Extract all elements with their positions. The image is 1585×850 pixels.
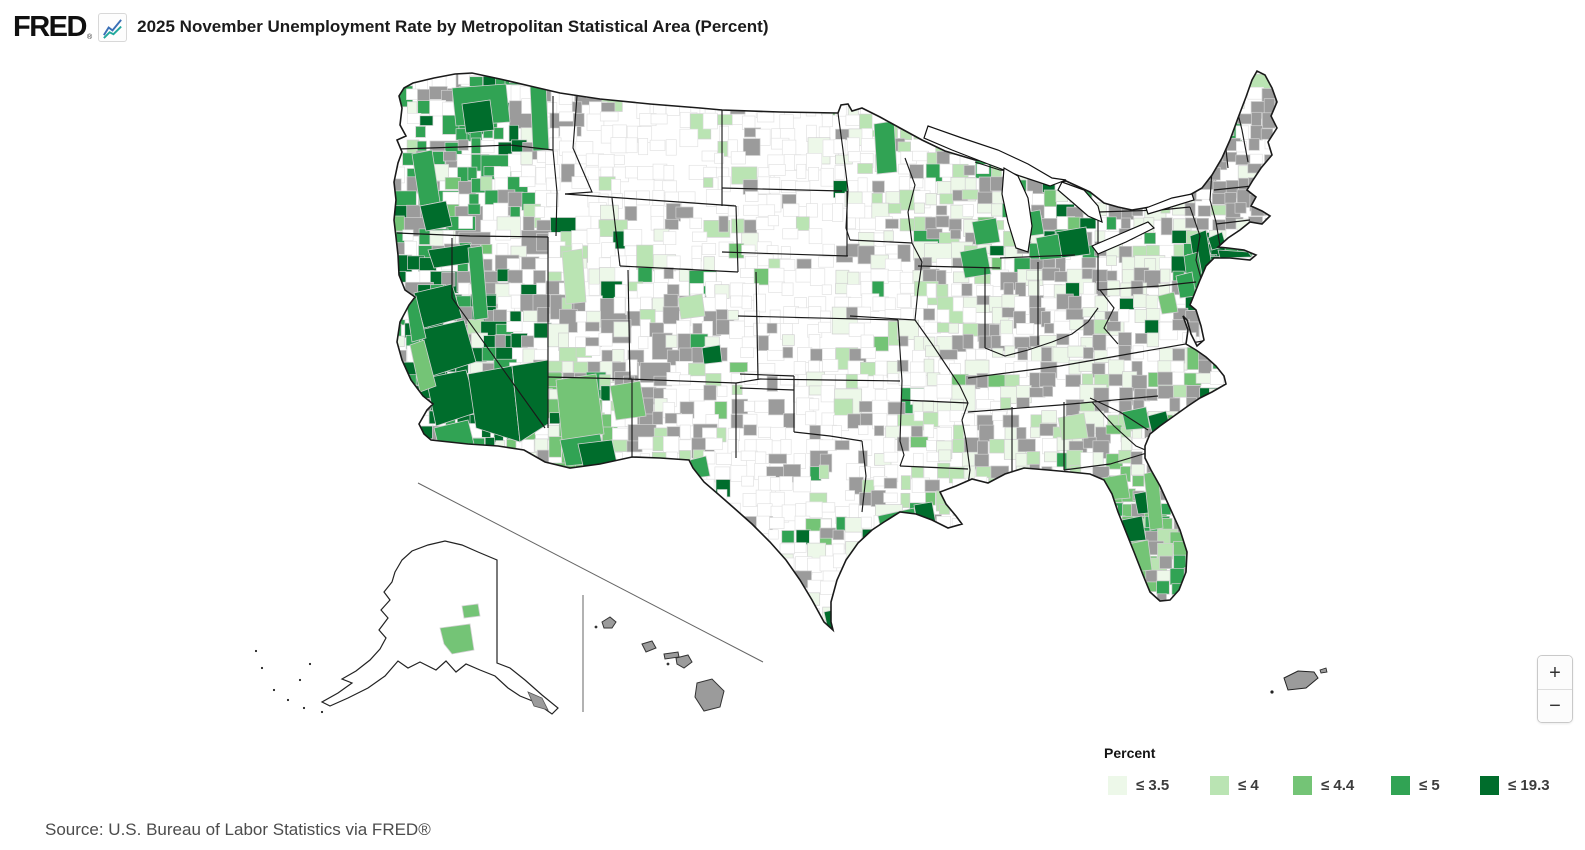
- legend-bin: ≤ 3.5: [1108, 776, 1169, 795]
- legend-title: Percent: [1104, 745, 1156, 761]
- zoom-control: + −: [1537, 655, 1573, 723]
- legend-bin: ≤ 4.4: [1293, 776, 1354, 795]
- legend-bin-label: ≤ 19.3: [1508, 777, 1550, 794]
- zoom-in-button[interactable]: +: [1538, 656, 1572, 689]
- legend-bin: ≤ 4: [1210, 776, 1259, 795]
- legend-swatch: [1108, 776, 1127, 795]
- legend-swatch: [1210, 776, 1229, 795]
- map-title: 2025 November Unemployment Rate by Metro…: [137, 16, 769, 36]
- legend-bin-label: ≤ 4: [1238, 777, 1259, 794]
- fred-logo[interactable]: FRED ®: [13, 11, 128, 43]
- legend-swatch: [1480, 776, 1499, 795]
- header: FRED ® 2025 November Unemployment Rate b…: [13, 13, 769, 42]
- legend-bin: ≤ 19.3: [1480, 776, 1550, 795]
- registered-mark: ®: [86, 34, 93, 41]
- legend-bin-label: ≤ 3.5: [1136, 777, 1170, 794]
- legend-bin: ≤ 5: [1391, 776, 1440, 795]
- source-attribution: Source: U.S. Bureau of Labor Statistics …: [45, 820, 431, 839]
- fred-chart-icon: [98, 13, 128, 42]
- legend-swatch: [1293, 776, 1312, 795]
- legend-swatch: [1391, 776, 1410, 795]
- legend-bin-label: ≤ 5: [1419, 777, 1440, 794]
- legend-bin-label: ≤ 4.4: [1321, 777, 1355, 794]
- fred-logo-text: FRED: [13, 11, 87, 43]
- zoom-out-button[interactable]: −: [1538, 689, 1572, 722]
